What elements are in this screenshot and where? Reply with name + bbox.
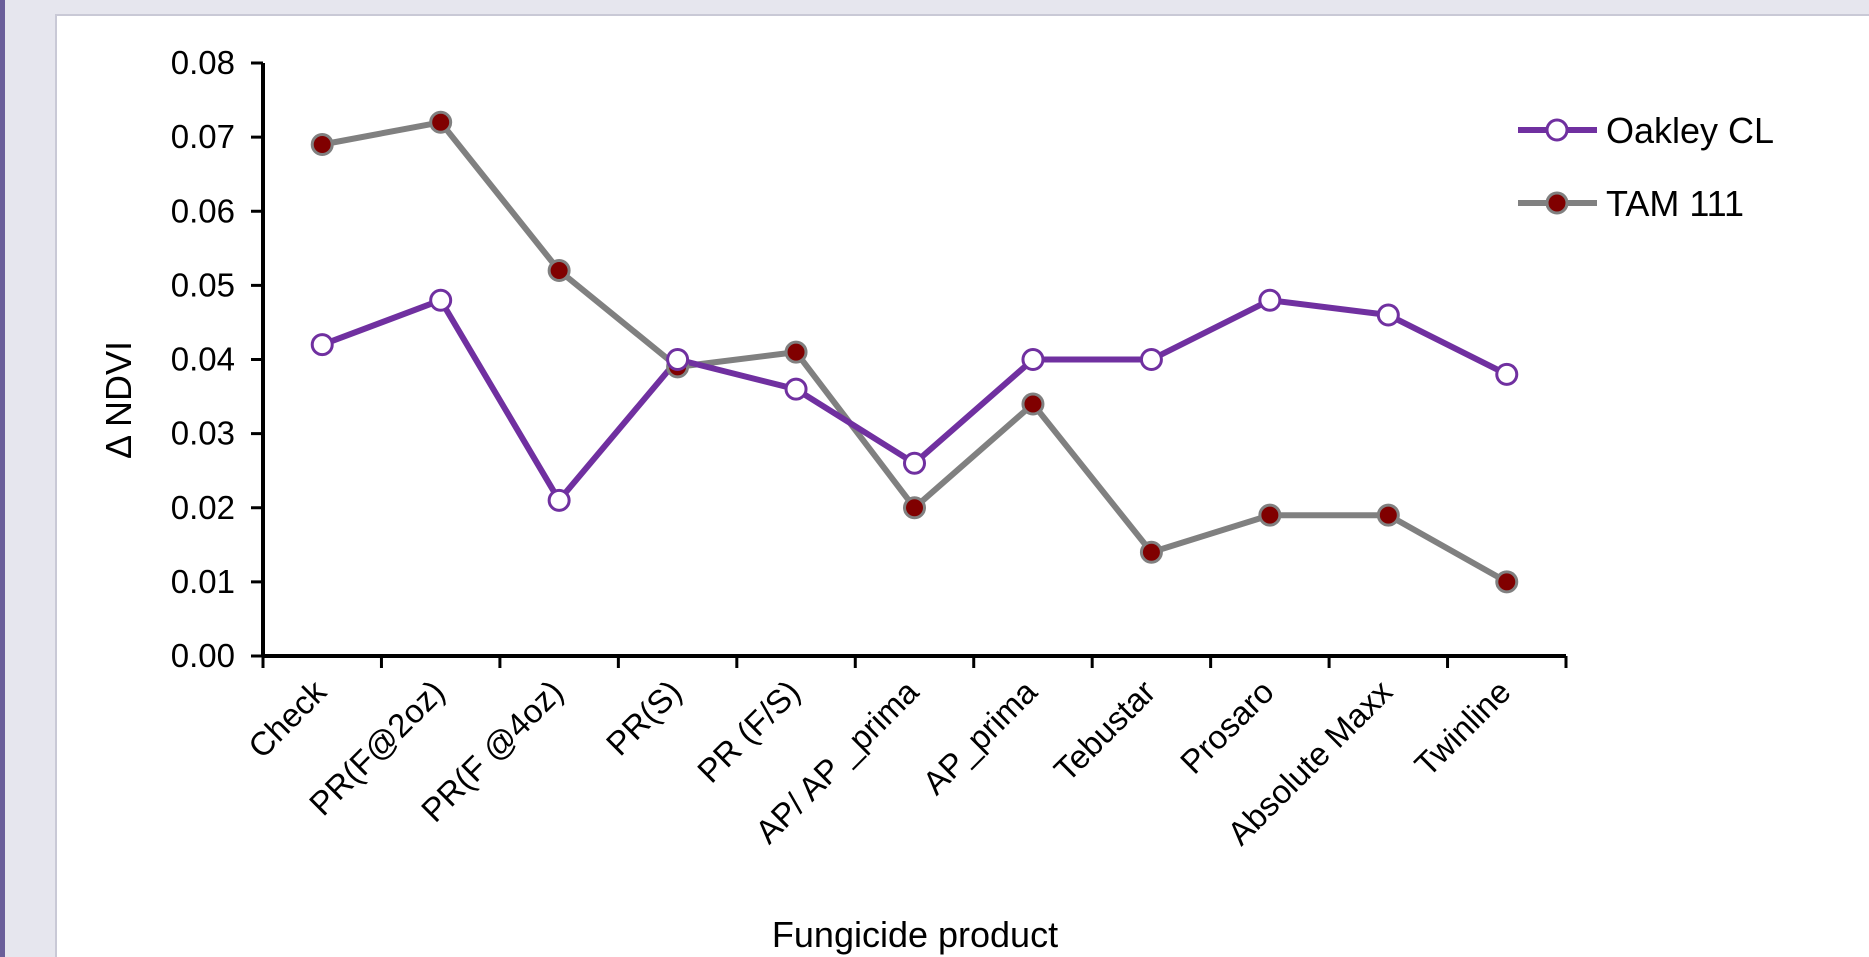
x-tick-label: Prosaro	[1173, 673, 1281, 781]
y-axis-title: Δ NDVI	[98, 341, 139, 459]
data-point	[1258, 288, 1282, 312]
data-point	[1376, 303, 1400, 327]
y-tick-label: 0.01	[171, 563, 235, 600]
series-points	[310, 110, 1519, 594]
data-point	[1021, 348, 1045, 371]
window-left-edge	[0, 0, 5, 957]
data-point	[1139, 540, 1163, 564]
x-tick-label: PR(S)	[599, 673, 689, 763]
axes	[251, 61, 1568, 668]
x-axis-title: Fungicide product	[772, 914, 1058, 955]
data-point	[1258, 503, 1282, 527]
x-tick-label: Check	[241, 672, 334, 765]
data-point	[547, 259, 571, 283]
legend-label: TAM 111	[1606, 183, 1744, 224]
data-point	[1139, 348, 1163, 371]
data-point	[903, 451, 926, 475]
y-tick-label: 0.02	[171, 489, 235, 526]
data-point	[1495, 570, 1519, 594]
y-tick-label: 0.07	[171, 118, 235, 155]
data-point	[310, 133, 334, 157]
y-tick-label: 0.05	[171, 266, 235, 303]
y-tick-label: 0.08	[171, 44, 235, 81]
data-point	[903, 496, 926, 520]
x-tick-label: AP_prima	[915, 672, 1044, 801]
data-point	[1376, 503, 1400, 527]
data-point	[784, 377, 808, 401]
x-tick-label: Tebustar	[1047, 673, 1163, 789]
data-point	[1021, 392, 1045, 416]
y-tick-label: 0.00	[171, 637, 235, 674]
legend: Oakley CL TAM 111	[1518, 110, 1774, 224]
chart-panel	[55, 14, 1869, 957]
y-tick-labels: 0.00 0.01 0.02 0.03 0.04 0.05 0.06 0.07 0.08	[171, 44, 235, 674]
legend-label: Oakley CL	[1606, 110, 1774, 151]
x-tick-label: PR (F/S)	[690, 673, 807, 790]
data-point	[547, 488, 571, 512]
data-point	[784, 340, 808, 364]
legend-marker	[1545, 191, 1569, 215]
y-tick-label: 0.03	[171, 415, 235, 452]
x-tick-label: Twinline	[1407, 673, 1517, 783]
data-point	[429, 110, 453, 134]
data-point	[666, 348, 690, 371]
data-point	[1495, 362, 1519, 386]
data-point	[310, 333, 334, 357]
data-point	[429, 288, 453, 312]
y-tick-label: 0.06	[171, 192, 235, 229]
legend-marker	[1545, 118, 1569, 142]
y-tick-label: 0.04	[171, 341, 235, 378]
